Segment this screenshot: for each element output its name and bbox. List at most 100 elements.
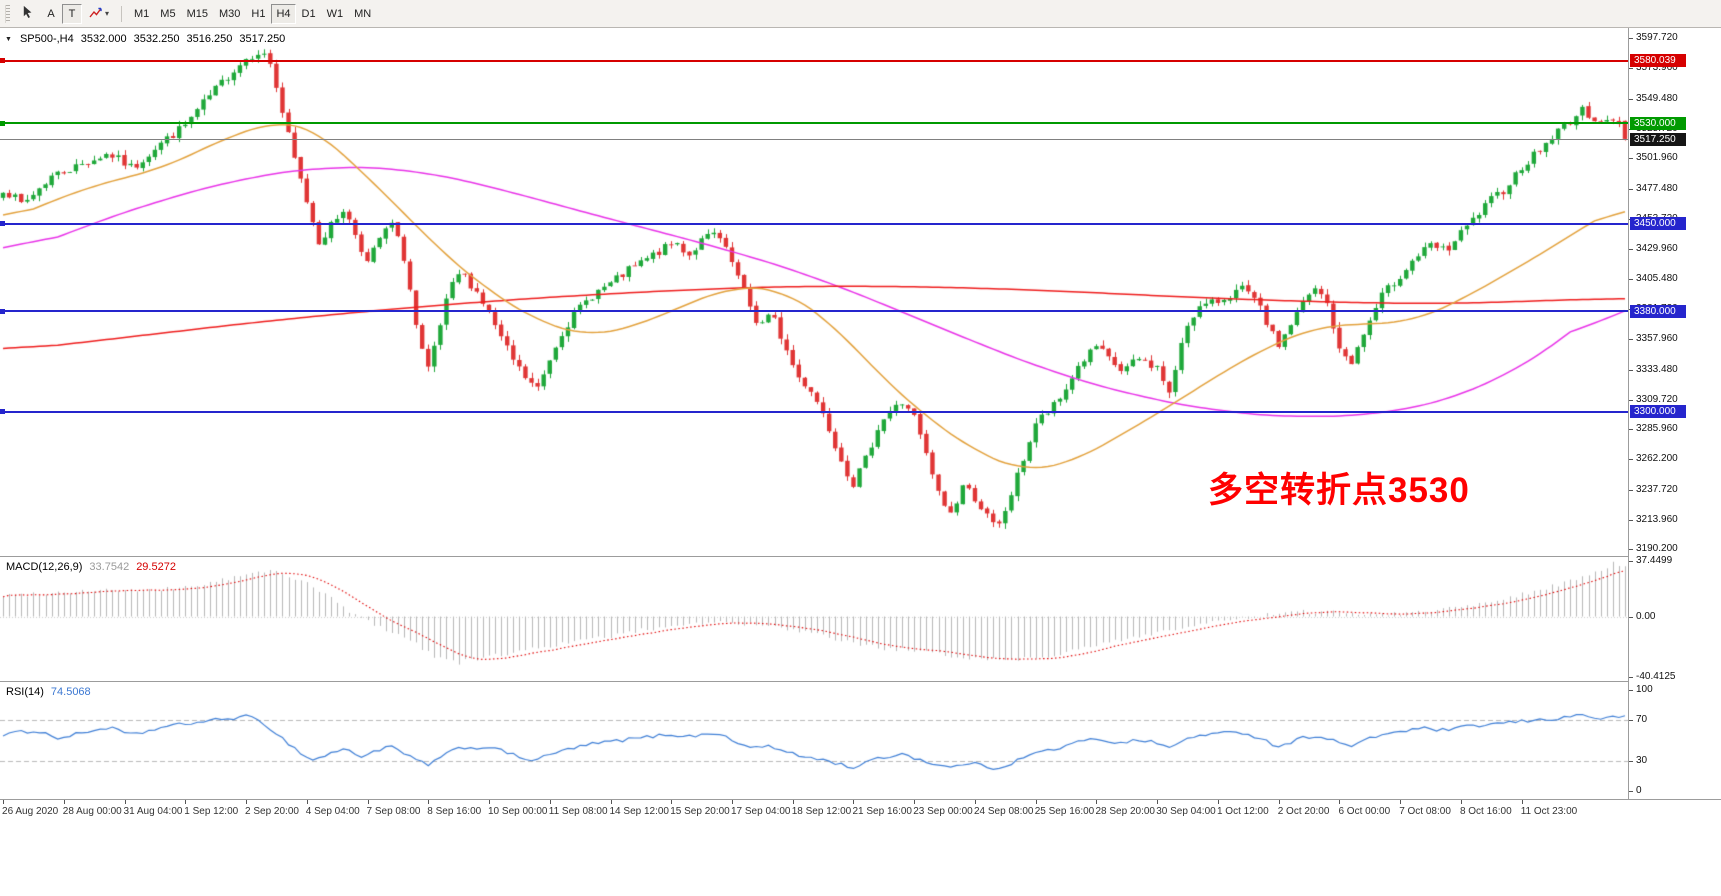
time-axis-tick [974,800,976,804]
arrow-objects-tool-button[interactable]: ▾ [83,4,114,24]
horizontal-line-3530[interactable] [0,122,1628,125]
price-line-badge: 3450.000 [1630,217,1686,231]
timeframe-w1-button[interactable]: W1 [322,4,349,24]
time-axis-label: 1 Sep 12:00 [184,806,239,817]
low-value: 3516.250 [186,33,233,45]
timeframe-d1-button[interactable]: D1 [297,4,321,24]
timeframe-h1-button[interactable]: H1 [246,4,270,24]
price-chart-canvas[interactable] [0,28,1628,556]
price-axis-tick [1629,279,1633,281]
timeframe-h4-button[interactable]: H4 [271,3,296,24]
horizontal-line-3380[interactable] [0,310,1628,313]
time-axis-tick [185,800,187,804]
line-anchor [0,221,5,227]
time-axis-label: 23 Sep 00:00 [913,806,973,817]
timeframe-m5-button[interactable]: M5 [155,4,180,24]
text-label-tool-button[interactable]: A [41,4,61,24]
timeframe-m30-button[interactable]: M30 [214,4,245,24]
arrow-objects-icon [88,6,103,22]
timeframe-mn-button[interactable]: MN [349,4,376,24]
time-axis-tick [1096,800,1098,804]
time-axis-label: 14 Sep 12:00 [609,806,670,817]
high-value: 3532.250 [133,33,180,45]
rsi-axis-label: 0 [1636,785,1642,796]
price-axis-tick [1629,189,1633,191]
time-axis-label: 8 Sep 16:00 [427,806,482,817]
macd-name: MACD(12,26,9) [6,561,83,573]
macd-axis-label: 0.00 [1636,610,1656,622]
rsi-label: RSI(14) 74.5068 [6,686,91,698]
price-axis-label: 3405.480 [1636,273,1678,285]
line-anchor [0,409,5,415]
timeframe-m15-button[interactable]: M15 [182,4,213,24]
macd-axis-label: 37.4499 [1636,554,1673,566]
toolbar-grip[interactable] [5,4,10,23]
time-axis-label: 7 Sep 08:00 [366,806,421,817]
current-price-line [0,139,1628,141]
time-axis-label: 8 Oct 16:00 [1459,806,1512,817]
price-axis-label: 3237.720 [1636,483,1678,495]
price-axis-tick [1629,489,1633,491]
timeframe-m1-button[interactable]: M1 [129,4,154,24]
price-axis-tick [1629,158,1633,160]
time-axis-tick [124,800,126,804]
time-axis-tick [671,800,673,804]
time-axis[interactable]: 26 Aug 2020 28 Aug 00:00 31 Aug 04:00 1 Sep… [0,799,1721,825]
line-anchor [0,58,5,64]
chart-annotation-text[interactable]: 多空转折点3530 [1208,471,1470,510]
time-axis-label: 1 Oct 12:00 [1216,806,1269,817]
time-axis-tick [1521,800,1523,804]
price-axis-tick [1629,248,1633,250]
time-axis-tick [1278,800,1280,804]
time-axis-tick [792,800,794,804]
price-axis-tick [1629,339,1633,341]
macd-axis-tick [1629,560,1633,562]
cursor-icon [21,5,35,22]
price-line-badge: 3300.000 [1630,405,1686,419]
price-axis[interactable]: 3597.7203573.9603549.4803525.7203501.960… [1628,28,1721,799]
time-axis-tick [1339,800,1341,804]
price-axis-label: 3262.200 [1636,453,1678,465]
horizontal-line-3580[interactable] [0,59,1628,62]
price-axis-label: 3213.960 [1636,513,1678,525]
price-axis-tick [1629,369,1633,371]
time-axis-tick [3,800,5,804]
close-value: 3517.250 [239,33,286,45]
time-axis-label: 18 Sep 12:00 [791,806,852,817]
time-axis-label: 28 Sep 20:00 [1095,806,1155,817]
price-axis-label: 3501.960 [1636,152,1678,164]
line-anchor [0,308,5,314]
price-axis-label: 3477.480 [1636,183,1678,195]
time-axis-tick [731,800,733,804]
price-line-badge: 3380.000 [1630,304,1686,318]
time-axis-tick [1217,800,1219,804]
rsi-axis-tick [1629,791,1633,792]
open-value: 3532.000 [80,33,127,45]
price-axis-tick [1629,98,1633,100]
rsi-indicator-canvas[interactable] [0,682,1628,799]
price-axis-tick [1629,399,1633,401]
panel-separator[interactable] [0,556,1721,557]
time-axis-label: 10 Sep 00:00 [488,806,548,817]
horizontal-line-3300[interactable] [0,410,1628,413]
rsi-value: 74.5068 [50,686,91,698]
time-axis-label: 2 Oct 20:00 [1277,806,1330,817]
time-axis-label: 2 Sep 20:00 [245,806,299,817]
toolbar: A T ▾ M1 M5 M15 M30 H1 H4 D1 W1 MN [0,0,1721,28]
price-axis-label: 3429.960 [1636,242,1678,254]
time-axis-tick [1035,800,1037,804]
time-axis-tick [63,800,65,804]
text-tool-button[interactable]: T [62,3,82,24]
rsi-axis-tick [1629,690,1633,691]
price-axis-label: 3549.480 [1636,92,1678,104]
current-price-badge: 3517.250 [1630,132,1686,146]
price-axis-label: 3597.720 [1636,32,1678,44]
price-axis-label: 3285.960 [1636,423,1678,435]
chart-shift-icon: ▼ [5,35,12,43]
horizontal-line-3450[interactable] [0,222,1628,225]
cursor-tool-button[interactable] [16,4,40,24]
panel-separator[interactable] [0,681,1721,682]
macd-indicator-canvas[interactable] [0,557,1628,681]
price-line-badge: 3580.039 [1630,54,1686,68]
